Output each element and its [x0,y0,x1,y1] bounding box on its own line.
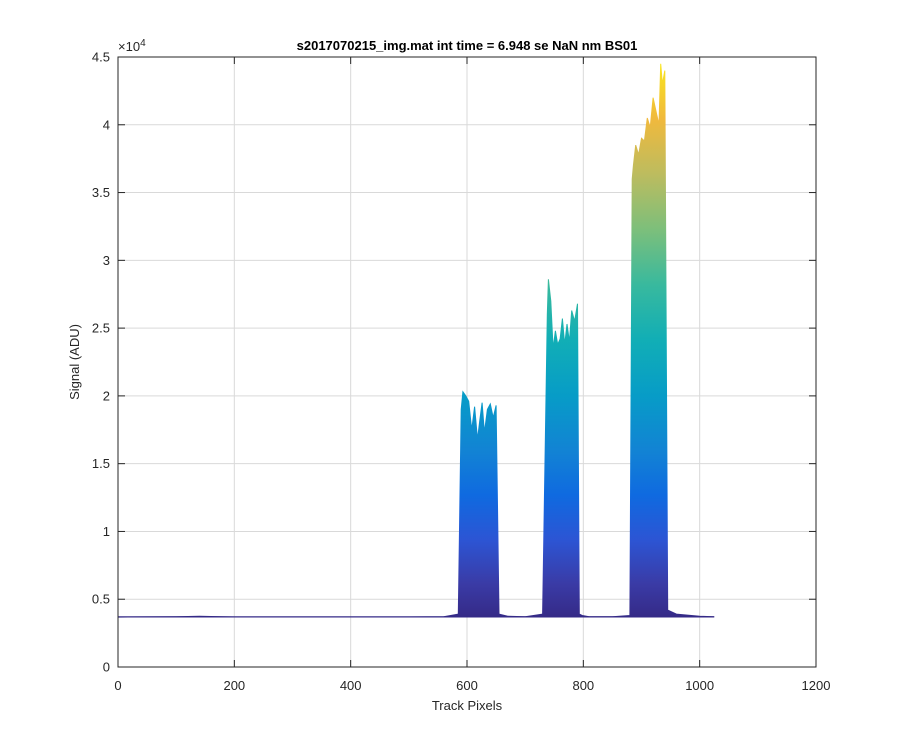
y-tick-label: 3.5 [92,185,110,200]
x-tick-label: 1000 [685,678,714,693]
series-line [117,63,715,618]
series-area [118,63,715,618]
x-tick-label: 600 [456,678,478,693]
y-axis-label: Signal (ADU) [67,324,82,400]
x-tick-label: 400 [340,678,362,693]
y-exponent-power: 4 [140,38,146,49]
y-tick-label: 1.5 [92,456,110,471]
y-tick-labels: 0 0.5 1 1.5 2 2.5 3 3.5 4 4.5 [92,50,110,675]
x-tick-label: 0 [114,678,121,693]
y-exponent-label: ×104 [118,38,146,54]
y-tick-label: 2 [103,388,110,403]
y-tick-label: 0 [103,660,110,675]
y-tick-label: 1 [103,524,110,539]
y-tick-label: 2.5 [92,321,110,336]
x-tick-label: 200 [223,678,245,693]
x-axis-label: Track Pixels [432,698,503,713]
x-tick-labels: 0 200 400 600 800 1000 1200 [114,678,830,693]
y-tick-label: 4 [103,117,110,132]
x-tick-label: 1200 [802,678,831,693]
y-tick-label: 4.5 [92,50,110,65]
y-tick-label: 0.5 [92,592,110,607]
axes [117,56,817,668]
y-tick-label: 3 [103,253,110,268]
series-layer [117,63,715,618]
x-tick-label: 800 [572,678,594,693]
chart-title: s2017070215_img.mat int time = 6.948 se … [297,38,638,53]
